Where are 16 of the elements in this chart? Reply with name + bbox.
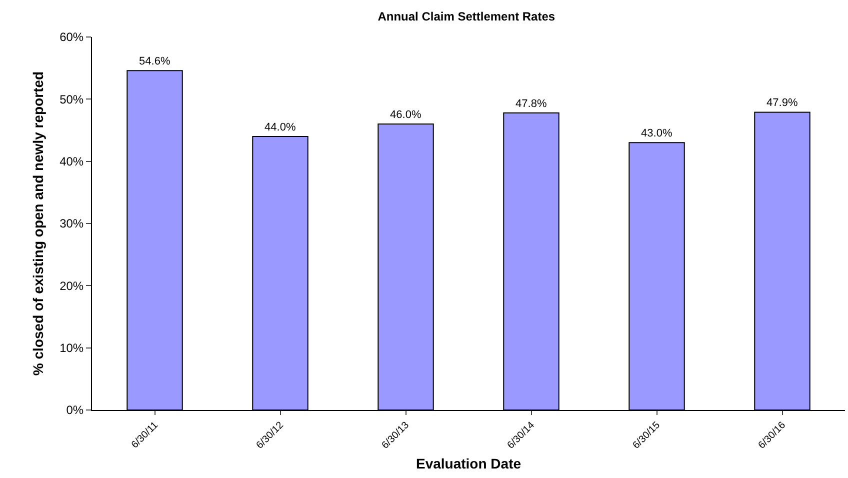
data-label: 43.0% [641, 128, 672, 140]
data-label: 47.9% [766, 97, 798, 110]
y-tick-label: 60% [60, 30, 84, 44]
data-label: 44.0% [264, 121, 296, 134]
y-tick-label: 40% [60, 154, 84, 169]
data-label: 54.6% [139, 56, 170, 68]
chart-title: Annual Claim Settlement Rates [378, 9, 556, 24]
y-tick-label: 20% [60, 278, 84, 293]
y-tick-label: 30% [60, 216, 84, 231]
x-axis-title: Evaluation Date [416, 456, 522, 472]
data-label: 46.0% [390, 109, 422, 122]
y-tick-label: 10% [60, 341, 84, 356]
y-axis-title: % closed of existing open and newly reported [30, 71, 46, 376]
data-label: 47.8% [516, 98, 547, 110]
y-tick-label: 50% [60, 92, 84, 106]
y-tick-label: 0% [66, 403, 84, 418]
